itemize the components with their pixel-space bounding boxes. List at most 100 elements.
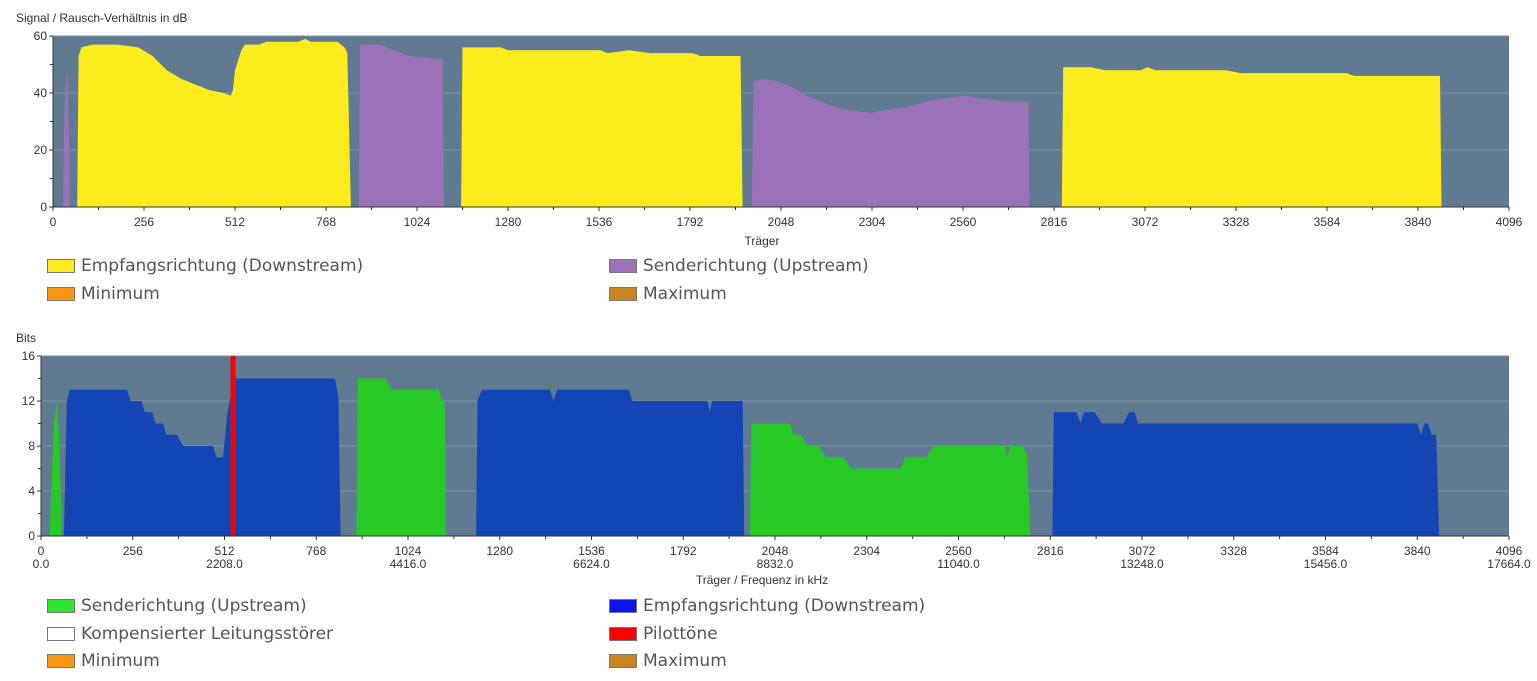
bits-x-tick-label: 2048 [762, 544, 789, 558]
snr-chart-title: Signal / Rausch-Verhältnis in dB [16, 11, 187, 25]
snr-x-tick-label: 768 [316, 215, 336, 229]
snr-x-tick-label: 512 [225, 215, 245, 229]
bits-area-senderichtung-upstream [49, 401, 62, 536]
snr-x-tick-label: 1024 [404, 215, 431, 229]
snr-x-tick-label: 4096 [1496, 215, 1523, 229]
bits-area-senderichtung-upstream [356, 378, 446, 536]
legend-item-snr-upstream[interactable]: Senderichtung (Upstream) [609, 256, 869, 276]
snr-x-tick-label: 2048 [768, 215, 795, 229]
snr-y-tick-label: 0 [40, 200, 47, 214]
legend-label-bits-minimum: Minimum [81, 651, 160, 671]
bits-x-khz-label: 15456.0 [1304, 557, 1348, 571]
legend-item-snr-downstream[interactable]: Empfangsrichtung (Downstream) [47, 256, 363, 276]
legend-item-snr-maximum[interactable]: Maximum [609, 284, 727, 304]
bits-axes: 0 4 8 12 16 0 256 512 768 1024 1280 1536 1792 2048 230… [22, 349, 1531, 571]
bits-y-tick-label: 0 [28, 529, 35, 543]
bits-areas [49, 378, 1440, 536]
bits-x-khz-label: 11040.0 [937, 557, 980, 571]
bits-x-khz-label: 6624.0 [573, 557, 610, 571]
snr-area-empfangsrichtung-downstream [1061, 67, 1442, 207]
snr-x-tick-label: 3584 [1314, 215, 1341, 229]
bits-x-tick-label: 1280 [486, 544, 513, 558]
bits-x-tick-label: 3072 [1129, 544, 1156, 558]
legend-item-snr-minimum[interactable]: Minimum [47, 284, 160, 304]
bits-x-khz-label: 4416.0 [390, 557, 427, 571]
snr-axes: 0 20 40 60 0 256 512 768 1024 1280 1536 1792 2048 230… [34, 29, 1523, 229]
bits-area-senderichtung-upstream [749, 423, 1031, 536]
legend-swatch-snr-upstream [609, 259, 637, 273]
snr-areas [63, 38, 1442, 208]
bits-x-tick-label: 256 [123, 544, 143, 558]
bits-x-tick-label: 1792 [670, 544, 697, 558]
legend-label-bits-downstream: Empfangsrichtung (Downstream) [643, 596, 926, 616]
bits-x-tick-label: 1024 [395, 544, 422, 558]
snr-x-tick-label: 2560 [950, 215, 977, 229]
snr-area-empfangsrichtung-downstream [77, 38, 351, 208]
snr-x-tick-label: 0 [50, 215, 57, 229]
bits-x-tick-label: 512 [214, 544, 234, 558]
bits-x-khz-label: 17664.0 [1487, 557, 1531, 571]
snr-y-tick-label: 60 [34, 29, 48, 43]
legend-label-bits-compensated: Kompensierter Leitungsstörer [81, 624, 334, 644]
snr-x-tick-label: 2304 [859, 215, 886, 229]
bits-x-tick-label: 2816 [1037, 544, 1064, 558]
legend-item-bits-minimum[interactable]: Minimum [47, 651, 160, 671]
legend-item-bits-compensated[interactable]: Kompensierter Leitungsstörer [47, 624, 333, 644]
bits-x-khz-label: 13248.0 [1120, 557, 1164, 571]
bits-area-empfangsrichtung-downstream [63, 378, 341, 536]
legend-label-snr-downstream: Empfangsrichtung (Downstream) [81, 256, 364, 276]
bits-chart: Bits 0 4 8 12 16 0 256 512 768 1024 1280 1536 1792 20… [16, 331, 1531, 587]
snr-y-tick-label: 20 [34, 143, 48, 157]
bits-x-tick-label: 2560 [945, 544, 972, 558]
snr-x-axis-label: Träger [745, 234, 780, 248]
bits-pilot-tone-marker [230, 356, 236, 536]
legend-item-bits-downstream[interactable]: Empfangsrichtung (Downstream) [609, 596, 925, 616]
bits-y-tick-label: 12 [22, 394, 36, 408]
legend-item-bits-maximum[interactable]: Maximum [609, 651, 727, 671]
bits-x-khz-label: 0.0 [33, 557, 50, 571]
legend-swatch-snr-downstream [47, 259, 75, 273]
legend-swatch-bits-upstream [47, 599, 75, 613]
bits-x-tick-label: 4096 [1496, 544, 1523, 558]
snr-x-tick-label: 3840 [1405, 215, 1432, 229]
legend-swatch-bits-minimum [47, 654, 75, 668]
bits-y-tick-label: 8 [28, 439, 35, 453]
legend-swatch-bits-maximum [609, 654, 637, 668]
bits-x-axis-label: Träger / Frequenz in kHz [696, 573, 828, 587]
bits-y-tick-label: 16 [22, 349, 36, 363]
snr-x-tick-label: 256 [134, 215, 154, 229]
snr-area-senderichtung-upstream [751, 78, 1030, 207]
bits-y-tick-label: 4 [28, 484, 35, 498]
bits-area-empfangsrichtung-downstream [476, 389, 745, 536]
bits-x-tick-label: 768 [306, 544, 326, 558]
snr-chart: Signal / Rausch-Verhältnis in dB 0 20 40 60… [16, 11, 1523, 248]
legend-label-bits-pilot: Pilottöne [643, 624, 718, 644]
legend-item-bits-pilot[interactable]: Pilottöne [609, 624, 718, 644]
legend-item-bits-upstream[interactable]: Senderichtung (Upstream) [47, 596, 307, 616]
bits-x-tick-label: 3840 [1404, 544, 1431, 558]
snr-y-tick-label: 40 [34, 86, 48, 100]
snr-area-senderichtung-upstream [358, 44, 444, 207]
legend-swatch-snr-maximum [609, 287, 637, 301]
legend-swatch-snr-minimum [47, 287, 75, 301]
snr-x-tick-label: 1280 [495, 215, 522, 229]
snr-area-senderichtung-upstream [63, 67, 71, 207]
legend-label-bits-maximum: Maximum [643, 651, 727, 671]
bits-area-empfangsrichtung-downstream [1052, 412, 1440, 536]
snr-x-tick-label: 2816 [1041, 215, 1068, 229]
snr-x-tick-label: 3328 [1223, 215, 1250, 229]
bits-x-khz-label: 2208.0 [206, 557, 243, 571]
legend-swatch-bits-downstream [609, 599, 637, 613]
legend-swatch-bits-compensated [47, 627, 75, 641]
legend-label-snr-minimum: Minimum [81, 284, 160, 304]
snr-x-tick-label: 3072 [1132, 215, 1159, 229]
snr-x-tick-label: 1792 [677, 215, 704, 229]
snr-x-tick-label: 1536 [586, 215, 613, 229]
bits-chart-title: Bits [16, 331, 36, 345]
legend-label-snr-maximum: Maximum [643, 284, 727, 304]
bits-x-tick-label: 2304 [853, 544, 880, 558]
bits-x-tick-label: 1536 [578, 544, 605, 558]
bits-x-tick-label: 3328 [1220, 544, 1247, 558]
legend-label-snr-upstream: Senderichtung (Upstream) [643, 256, 869, 276]
